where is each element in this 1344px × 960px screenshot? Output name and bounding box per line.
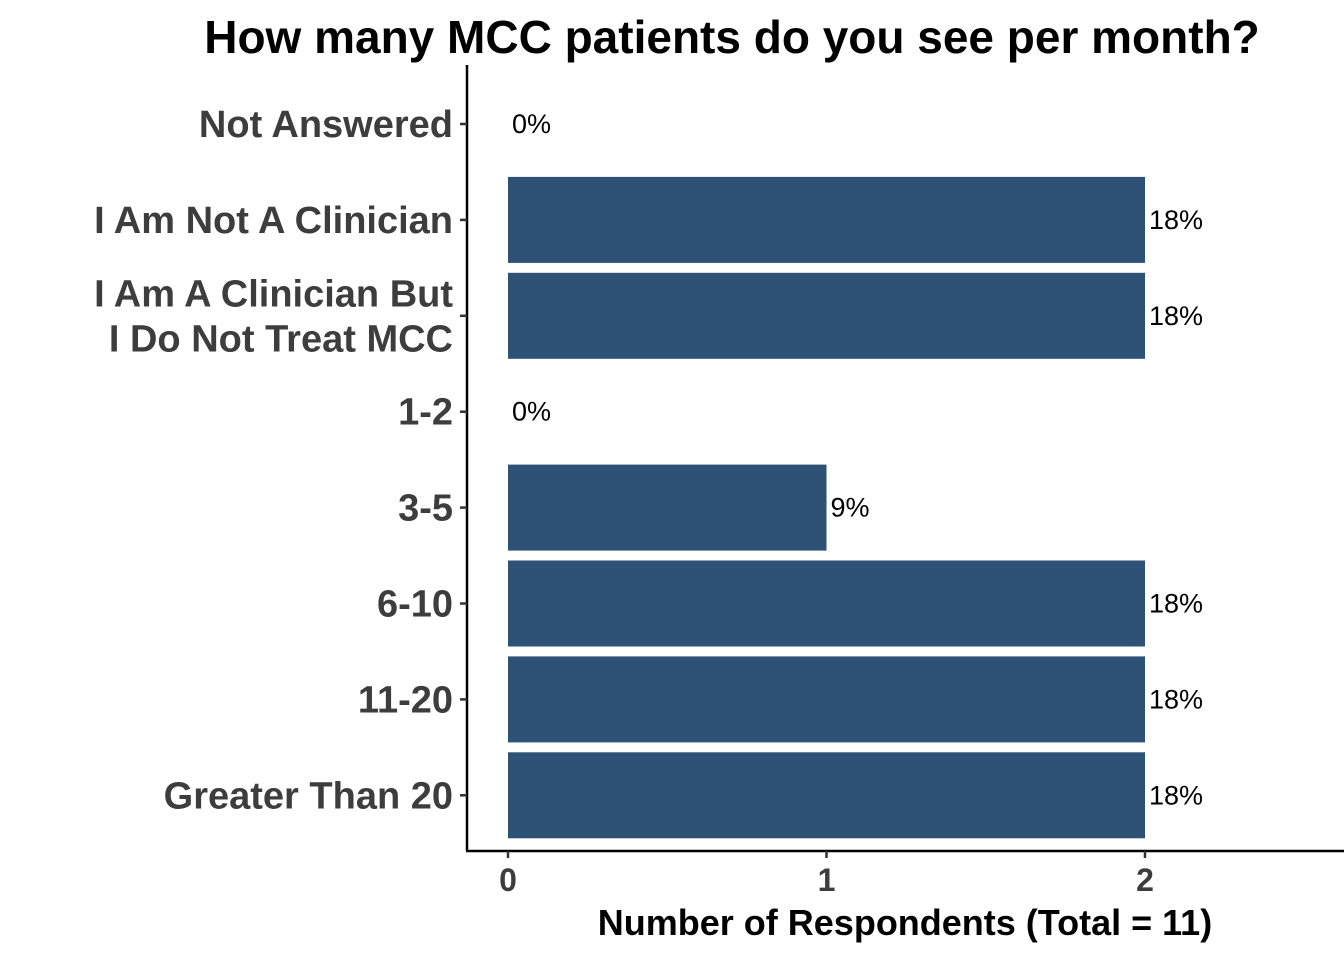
x-tick-labels: 0 1 2 bbox=[499, 862, 1154, 898]
category-label-line: I Am A Clinician But bbox=[94, 273, 453, 315]
data-labels-group: 0% 18% 18% 0% 9% 18% 18% 18% bbox=[512, 109, 1203, 810]
category-label-line: I Am Not A Clinician bbox=[94, 200, 453, 242]
category-label-line: Greater Than 20 bbox=[164, 775, 453, 817]
bar bbox=[508, 272, 1145, 359]
category-label: 3-5 bbox=[398, 488, 453, 530]
category-label: I Am Not A Clinician bbox=[94, 200, 453, 242]
category-label: Greater Than 20 bbox=[164, 775, 453, 817]
bar-value-label: 18% bbox=[1149, 684, 1203, 714]
bar-value-label: 0% bbox=[512, 109, 551, 139]
bar-value-label: 18% bbox=[1149, 589, 1203, 619]
category-labels: Not Answered I Am Not A Clinician I Am A C… bbox=[94, 104, 453, 817]
bar-value-label: 9% bbox=[831, 493, 870, 523]
category-label-line: 11-20 bbox=[358, 679, 453, 721]
chart-title: How many MCC patients do you see per mon… bbox=[204, 11, 1260, 63]
category-label: 6-10 bbox=[377, 584, 453, 626]
bar-value-label: 18% bbox=[1149, 205, 1203, 235]
x-tick-label: 0 bbox=[499, 862, 517, 898]
category-label-line: 1-2 bbox=[398, 392, 453, 434]
bars-group bbox=[508, 176, 1145, 839]
bar bbox=[508, 464, 827, 551]
category-label-line: 3-5 bbox=[398, 488, 453, 530]
bar bbox=[508, 656, 1145, 743]
bar-value-label: 0% bbox=[512, 397, 551, 427]
category-label-line: 6-10 bbox=[377, 584, 453, 626]
x-axis bbox=[466, 849, 1344, 858]
category-label-line: I Do Not Treat MCC bbox=[109, 318, 453, 360]
bar bbox=[508, 176, 1145, 263]
x-axis-title: Number of Respondents (Total = 11) bbox=[598, 902, 1212, 943]
category-label: Not Answered bbox=[199, 104, 453, 146]
bar bbox=[508, 752, 1145, 839]
bar-value-label: 18% bbox=[1149, 780, 1203, 810]
bar bbox=[508, 560, 1145, 647]
category-label: 1-2 bbox=[398, 392, 453, 434]
category-label: 11-20 bbox=[358, 679, 453, 721]
x-tick-label: 1 bbox=[818, 862, 836, 898]
y-axis bbox=[460, 65, 469, 851]
category-label-line: Not Answered bbox=[199, 104, 453, 146]
bar-value-label: 18% bbox=[1149, 301, 1203, 331]
x-tick-label: 2 bbox=[1136, 862, 1154, 898]
category-label: I Am A Clinician But I Do Not Treat MCC bbox=[94, 273, 453, 360]
